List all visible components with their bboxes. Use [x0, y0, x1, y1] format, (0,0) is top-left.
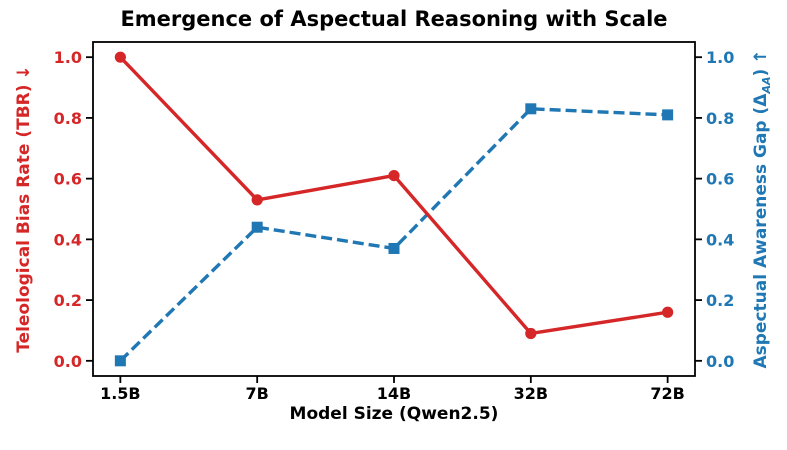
- left-y-tick-label: 1.0: [54, 48, 82, 67]
- data-point-circle: [114, 51, 126, 63]
- right-y-tick-label: 0.0: [706, 352, 734, 371]
- x-tick-label: 7B: [246, 384, 269, 403]
- right-y-tick-label: 1.0: [706, 48, 734, 67]
- data-point-circle: [388, 170, 400, 182]
- data-point-circle: [251, 194, 263, 206]
- x-axis-label: Model Size (Qwen2.5): [289, 404, 499, 424]
- axes-frame: [92, 41, 696, 377]
- x-tick-label: 32B: [514, 384, 548, 403]
- x-tick-label: 1.5B: [100, 384, 141, 403]
- x-tick-label: 72B: [650, 384, 684, 403]
- series-line-right: [119, 107, 668, 363]
- right-y-tick-label: 0.6: [706, 170, 734, 189]
- data-point-square: [114, 355, 126, 367]
- left-y-tick-label: 0.4: [54, 230, 82, 249]
- right-y-tick-label: 0.2: [706, 291, 734, 310]
- data-point-square: [525, 103, 537, 115]
- left-y-tick-label: 0.2: [54, 291, 82, 310]
- right-y-tick-label: 0.8: [706, 109, 734, 128]
- left-y-tick-label: 0.6: [54, 170, 82, 189]
- chart-title: Emergence of Aspectual Reasoning with Sc…: [120, 7, 668, 31]
- right-y-tick-label: 0.4: [706, 230, 734, 249]
- data-point-square: [388, 242, 400, 254]
- left-y-tick-label: 0.8: [54, 109, 82, 128]
- data-point-square: [662, 109, 674, 121]
- series-line-left: [119, 56, 668, 336]
- x-tick-label: 14B: [377, 384, 411, 403]
- left-y-tick-label: 0.0: [54, 352, 82, 371]
- data-point-circle: [662, 306, 674, 318]
- data-point-circle: [525, 327, 537, 340]
- data-point-square: [251, 221, 263, 233]
